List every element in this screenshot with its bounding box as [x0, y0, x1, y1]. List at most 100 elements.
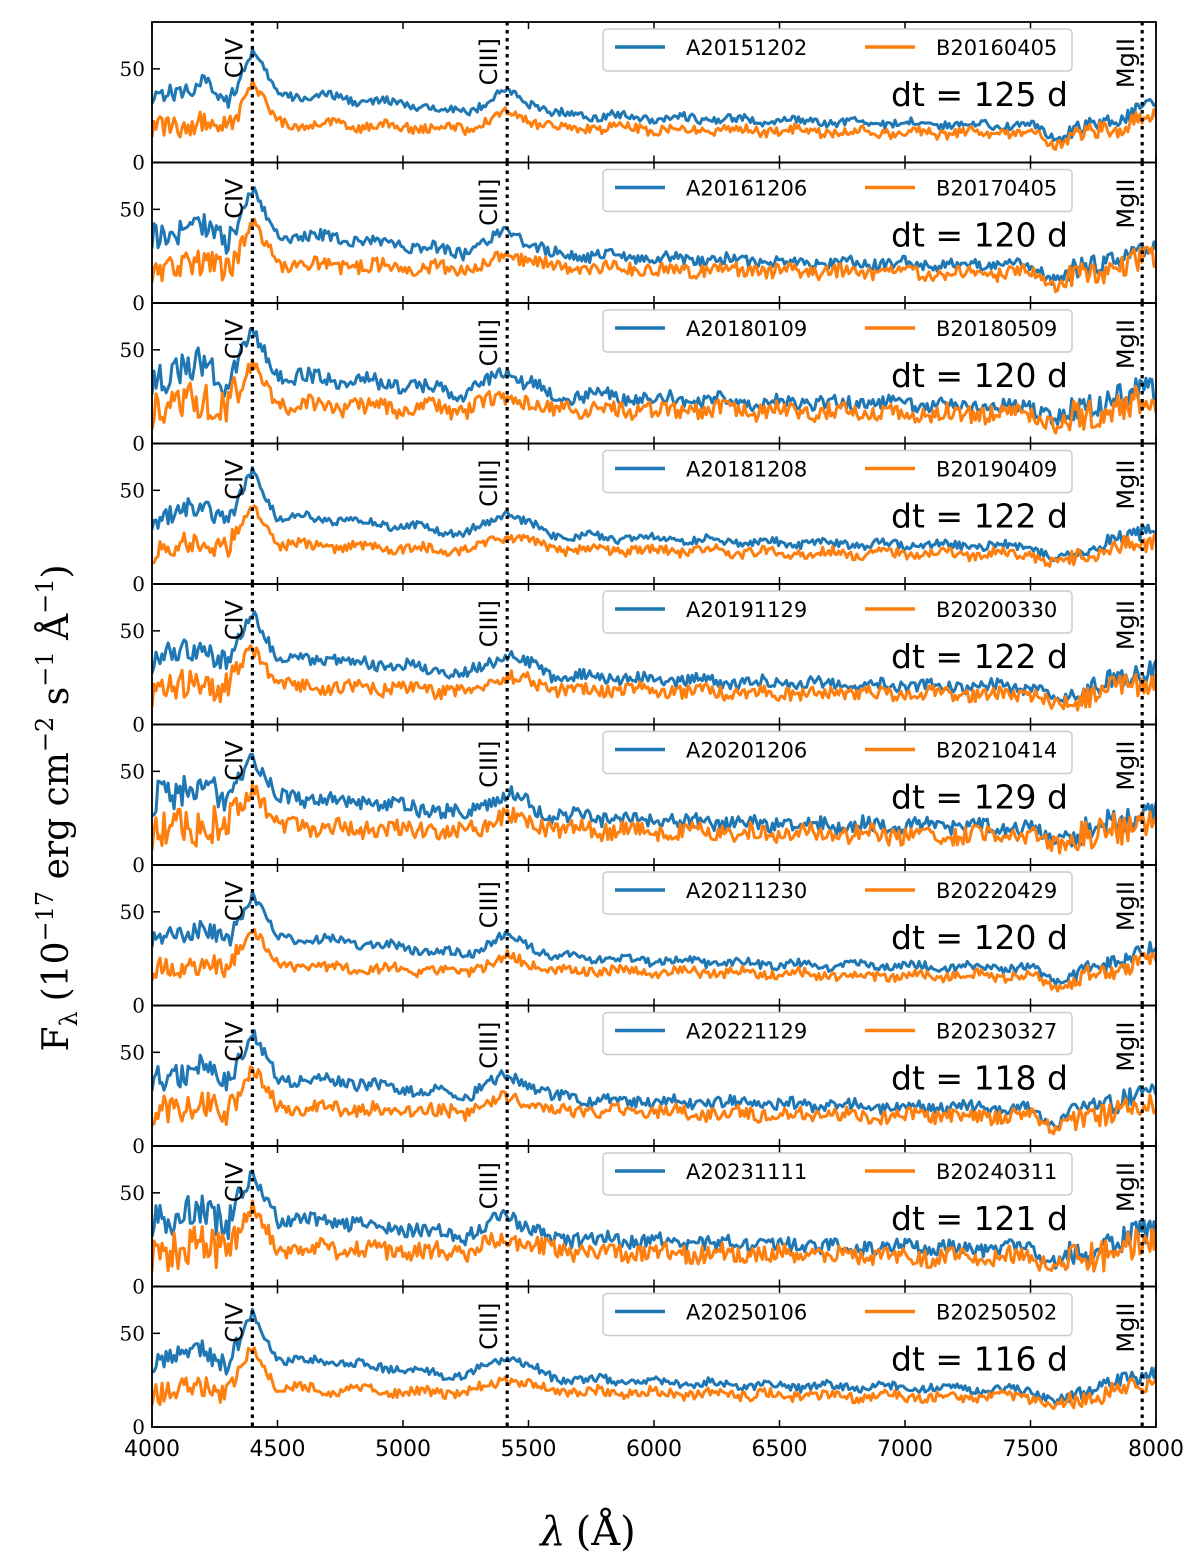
- legend-box: [602, 28, 1073, 72]
- marker-label: MgII: [1112, 1022, 1140, 1072]
- legend-label-b: B20220429: [936, 879, 1057, 903]
- x-axis-symbol: λ: [538, 1509, 565, 1555]
- x-axis-label: λ (Å): [538, 1508, 635, 1555]
- legend-label-a: A20250106: [686, 1301, 807, 1325]
- x-tick-label: 4000: [124, 1437, 180, 1462]
- legend: A20221129 B20230327: [602, 1011, 1073, 1056]
- marker-label: CIII]: [475, 741, 503, 788]
- y-axis-unit-angstrom: Å: [35, 613, 77, 651]
- legend-label-a: A20180109: [686, 317, 807, 341]
- series-b-line: [152, 1346, 1156, 1411]
- legend-box: [602, 309, 1073, 353]
- dt-annotation: dt = 125 d: [891, 75, 1068, 114]
- y-tick-label: 0: [132, 853, 145, 877]
- marker-label: CIV: [220, 599, 248, 640]
- series-a-line: [152, 466, 1156, 563]
- panel-stack: CIV CIII] MgII 0 50 A20151202 B20160405 dt = 12…: [120, 21, 1157, 1439]
- series-b-line: [152, 1199, 1156, 1273]
- marker-label: MgII: [1112, 600, 1140, 650]
- dt-annotation: dt = 116 d: [891, 1340, 1068, 1379]
- marker-label: CIII]: [475, 881, 503, 928]
- legend-box: [602, 590, 1073, 634]
- legend: A20211230 B20220429: [602, 871, 1073, 915]
- x-tick-label: 5500: [501, 1437, 557, 1462]
- x-tick-label: 4500: [250, 1437, 306, 1462]
- legend-label-a: A20181208: [686, 458, 807, 482]
- series-b-line: [152, 78, 1156, 151]
- y-tick-label: 50: [120, 619, 145, 643]
- marker-label: MgII: [1112, 179, 1140, 229]
- legend-label-b: B20180509: [936, 317, 1057, 341]
- y-axis-exp-1: −17: [31, 891, 59, 942]
- y-tick-label: 50: [120, 197, 145, 221]
- y-tick-label: 0: [132, 994, 145, 1018]
- x-tick-label: 5000: [375, 1437, 431, 1462]
- y-tick-label: 50: [120, 57, 145, 81]
- spectrum-panel: CIV CIII] MgII 0 50 A20161206 B20170405 dt = 12…: [120, 161, 1157, 315]
- x-tick-label: 7000: [877, 1437, 933, 1462]
- y-axis-subscript: λ: [55, 1011, 83, 1026]
- marker-label: CIV: [220, 318, 248, 359]
- series-a-line: [152, 610, 1156, 704]
- legend: A20231111 B20240311: [602, 1152, 1073, 1196]
- dt-annotation: dt = 122 d: [891, 637, 1068, 676]
- x-tick-label: 6500: [752, 1437, 808, 1462]
- legend-box: [602, 871, 1073, 915]
- y-tick-label: 50: [120, 478, 145, 502]
- series-a-line: [152, 1307, 1156, 1407]
- legend-box: [602, 1011, 1073, 1056]
- legend: A20180109 B20180509: [602, 309, 1073, 353]
- y-axis-unit-close: ): [36, 564, 77, 578]
- legend-label-b: B20200330: [936, 598, 1057, 622]
- y-axis-unit-open: (10: [36, 941, 77, 1001]
- y-axis-label: Fλ(10−17 erg cm−2 s−1 Å−1): [31, 564, 83, 1051]
- legend-label-b: B20210414: [936, 739, 1057, 763]
- marker-label: CIII]: [475, 600, 503, 647]
- marker-label: CIV: [220, 37, 248, 78]
- legend-label-a: A20151202: [686, 36, 807, 60]
- marker-label: MgII: [1112, 881, 1140, 931]
- y-tick-label: 50: [120, 759, 145, 783]
- marker-label: CIII]: [475, 319, 503, 366]
- marker-label: MgII: [1112, 1303, 1140, 1353]
- x-tick-label: 7500: [1003, 1437, 1059, 1462]
- legend-label-a: A20221129: [686, 1020, 807, 1044]
- marker-label: CIII]: [475, 1303, 503, 1350]
- legend: A20201206 B20210414: [602, 730, 1073, 775]
- x-tick-label: 8000: [1128, 1437, 1184, 1462]
- y-tick-label: 0: [132, 151, 145, 175]
- legend: A20250106 B20250502: [602, 1292, 1073, 1337]
- panel-frame: [151, 1285, 1157, 1428]
- marker-label: CIV: [220, 1021, 248, 1062]
- y-axis-exp-2: −2: [31, 717, 59, 752]
- dt-annotation: dt = 118 d: [891, 1059, 1068, 1098]
- marker-label: MgII: [1112, 1162, 1140, 1212]
- legend-box: [602, 1292, 1073, 1337]
- y-tick-label: 0: [132, 432, 145, 456]
- dt-annotation: dt = 120 d: [891, 356, 1068, 395]
- y-tick-label: 50: [120, 338, 145, 362]
- legend: A20151202 B20160405: [602, 28, 1073, 72]
- dt-annotation: dt = 122 d: [891, 497, 1068, 536]
- marker-label: CIV: [220, 740, 248, 781]
- y-tick-label: 0: [132, 572, 145, 596]
- spectrum-panel: CIV CIII] MgII 0 50 A20201206 B20210414 dt = 12…: [120, 723, 1157, 877]
- dt-annotation: dt = 120 d: [891, 918, 1068, 957]
- series-a-line: [152, 1169, 1156, 1270]
- y-axis-exp-4: −1: [31, 579, 59, 614]
- y-tick-label: 50: [120, 1181, 145, 1205]
- marker-label: CIV: [220, 1161, 248, 1202]
- series-b-line: [152, 927, 1156, 993]
- spectrum-panel: CIV CIII] MgII 0 50 A20250106 B20250502 dt = 11…: [120, 1285, 1157, 1439]
- dt-annotation: dt = 121 d: [891, 1199, 1068, 1238]
- series-a-line: [152, 186, 1156, 286]
- series-b-line: [152, 358, 1156, 435]
- series-b-line: [152, 1065, 1156, 1136]
- marker-label: CIII]: [475, 1162, 503, 1209]
- spectrum-panel: CIV CIII] MgII 0 50 A20180109 B20180509 dt = 12…: [120, 302, 1157, 456]
- legend-box: [602, 730, 1073, 775]
- marker-label: CIV: [220, 880, 248, 921]
- legend-box: [602, 1152, 1073, 1196]
- y-tick-label: 0: [132, 291, 145, 315]
